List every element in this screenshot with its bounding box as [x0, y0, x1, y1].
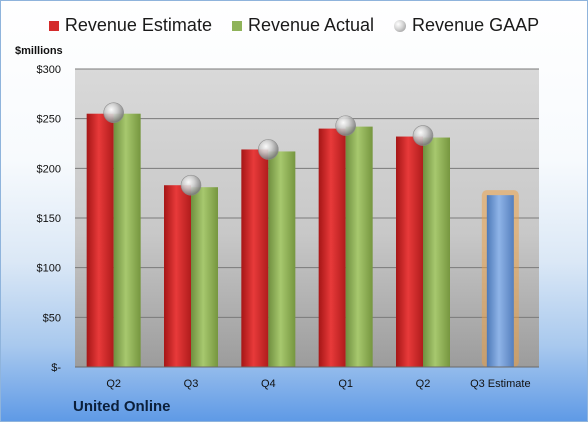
x-tick-label: Q3 [184, 378, 199, 390]
legend-label-gaap: Revenue GAAP [412, 15, 540, 35]
y-tick-label: $- [51, 362, 61, 374]
y-tick-label: $100 [37, 263, 61, 275]
y-tick-label: $200 [37, 163, 61, 175]
x-tick-label: Q3 Estimate [470, 378, 531, 390]
marker-revenue-gaap [103, 102, 124, 124]
legend: Revenue Estimate Revenue Actual Revenue … [1, 15, 587, 36]
bar-revenue-estimate [164, 185, 191, 367]
bar-revenue-projection [486, 195, 514, 367]
y-tick-label: $50 [43, 312, 61, 324]
company-name: United Online [73, 398, 171, 415]
bar-revenue-estimate [396, 136, 423, 367]
x-tick-label: Q1 [338, 378, 353, 390]
y-axis-unit-label: $millions [15, 45, 63, 57]
legend-item-actual: Revenue Actual [231, 15, 375, 36]
bar-revenue-actual [423, 137, 450, 367]
bar-revenue-actual [268, 151, 296, 367]
x-tick-label: Q2 [106, 378, 121, 390]
legend-item-gaap: Revenue GAAP [394, 15, 539, 36]
y-tick-label: $250 [37, 114, 61, 126]
legend-swatch-actual [231, 20, 242, 31]
marker-revenue-gaap [258, 139, 279, 160]
y-tick-label: $150 [37, 213, 61, 225]
marker-revenue-gaap [335, 115, 356, 136]
legend-item-estimate: Revenue Estimate [48, 15, 212, 36]
bar-revenue-actual [191, 187, 218, 367]
marker-revenue-gaap [180, 174, 202, 196]
legend-marker-gaap [394, 19, 407, 32]
x-tick-label: Q4 [261, 378, 276, 390]
legend-label-estimate: Revenue Estimate [64, 15, 212, 35]
marker-revenue-gaap [412, 125, 434, 146]
bar-revenue-estimate [241, 149, 269, 367]
bar-revenue-actual [113, 113, 141, 367]
y-tick-label: $300 [37, 64, 61, 76]
bar-revenue-estimate [86, 113, 114, 367]
x-tick-label: Q2 [416, 378, 431, 390]
legend-swatch-estimate [48, 20, 59, 31]
bar-revenue-estimate [318, 128, 346, 367]
legend-label-actual: Revenue Actual [247, 15, 375, 35]
bar-revenue-actual [345, 126, 373, 367]
